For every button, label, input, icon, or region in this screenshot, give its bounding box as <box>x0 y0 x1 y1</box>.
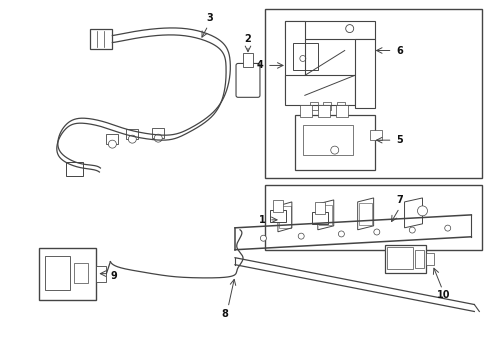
Bar <box>295 115 375 170</box>
Text: 7: 7 <box>396 195 403 205</box>
Polygon shape <box>358 198 374 230</box>
Text: 3: 3 <box>207 13 214 23</box>
Bar <box>66 162 83 176</box>
Bar <box>323 102 331 110</box>
Bar <box>285 75 355 105</box>
Bar <box>97 266 106 282</box>
FancyBboxPatch shape <box>236 63 260 97</box>
Text: 8: 8 <box>221 310 228 319</box>
Polygon shape <box>405 198 422 228</box>
Bar <box>270 210 286 222</box>
Circle shape <box>445 225 451 231</box>
Bar <box>74 263 89 283</box>
Text: 10: 10 <box>437 289 450 300</box>
Bar <box>300 105 312 117</box>
Bar <box>126 129 138 139</box>
Bar <box>336 105 348 117</box>
Bar <box>310 102 318 110</box>
Text: 6: 6 <box>396 45 403 55</box>
Bar <box>243 54 253 67</box>
Bar <box>285 21 305 100</box>
Circle shape <box>339 231 344 237</box>
Bar <box>91 28 112 49</box>
Bar <box>319 205 332 225</box>
Bar <box>315 202 325 214</box>
Bar <box>337 102 345 110</box>
Circle shape <box>374 229 380 235</box>
Bar <box>385 245 426 273</box>
Bar <box>369 130 382 140</box>
Bar <box>45 256 71 289</box>
Bar <box>152 128 164 138</box>
Bar <box>265 9 482 178</box>
Bar <box>359 203 371 225</box>
Bar <box>318 105 330 117</box>
Text: 9: 9 <box>110 271 117 281</box>
Circle shape <box>154 134 162 142</box>
Text: 5: 5 <box>396 135 403 145</box>
Circle shape <box>108 140 116 148</box>
Circle shape <box>260 235 267 241</box>
Circle shape <box>128 135 136 143</box>
Bar <box>285 21 375 39</box>
Bar <box>265 185 482 250</box>
Polygon shape <box>318 200 334 230</box>
Circle shape <box>298 233 304 239</box>
Bar <box>355 39 375 108</box>
Bar <box>273 200 283 212</box>
Bar <box>415 250 424 268</box>
Bar <box>293 42 318 71</box>
Bar <box>303 125 353 155</box>
Bar <box>106 134 119 144</box>
Bar <box>312 212 328 224</box>
Bar <box>39 248 97 300</box>
Bar <box>279 206 291 228</box>
Bar <box>387 247 413 269</box>
Bar <box>426 253 435 265</box>
Polygon shape <box>278 202 292 232</box>
Text: 4: 4 <box>256 60 263 71</box>
Text: 2: 2 <box>245 33 251 44</box>
Circle shape <box>409 227 415 233</box>
Text: 1: 1 <box>259 215 266 225</box>
Circle shape <box>417 206 427 216</box>
